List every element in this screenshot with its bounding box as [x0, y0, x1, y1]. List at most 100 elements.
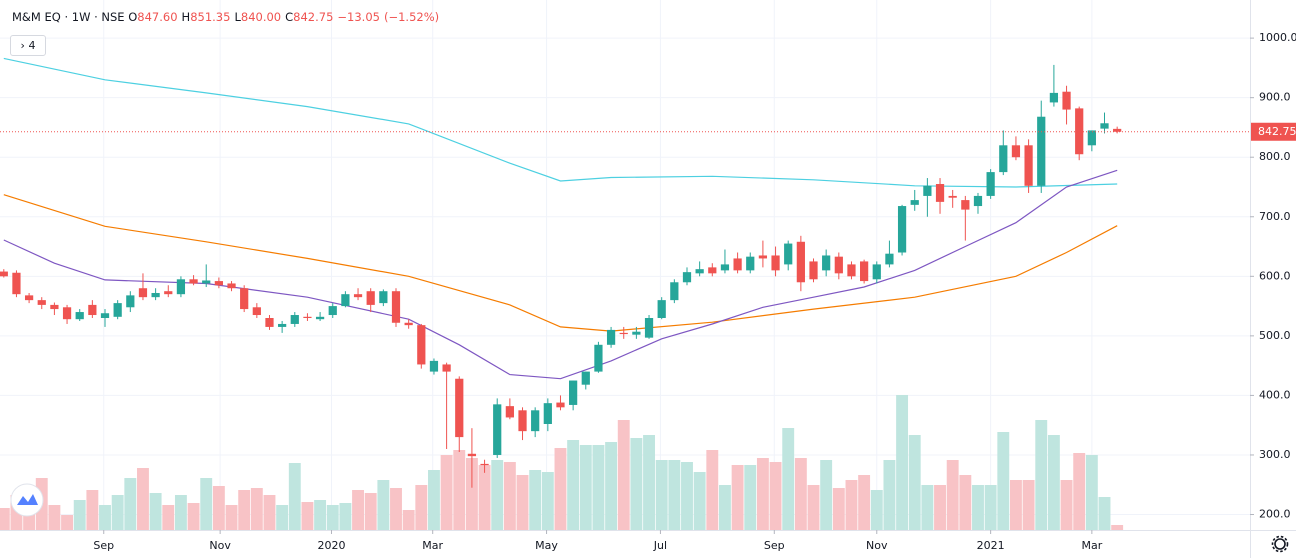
logo[interactable]: [10, 483, 44, 517]
candle-body: [543, 403, 552, 424]
volume-bar: [73, 500, 86, 530]
x-tick-label: 2021: [977, 539, 1005, 552]
quote-value: 851.35: [190, 10, 231, 24]
candles: [0, 64, 1250, 488]
indicators-toggle[interactable]: › 4: [10, 35, 46, 56]
candle-body: [822, 255, 831, 271]
volume-bar: [491, 460, 504, 530]
settings-button[interactable]: [1271, 535, 1289, 553]
candle-body: [189, 279, 198, 284]
logo-circle[interactable]: [10, 483, 44, 517]
candle-body: [682, 272, 692, 283]
volume-bar: [959, 475, 972, 530]
y-tick-label: 800.0: [1259, 150, 1291, 163]
volume-bar: [529, 470, 542, 530]
volume-bar: [364, 493, 377, 530]
candle-body: [429, 360, 439, 372]
volume-bar: [972, 485, 984, 530]
candle-body: [758, 255, 768, 259]
volume-bar: [1060, 480, 1073, 530]
candle-body: [632, 331, 641, 335]
candle-body: [391, 291, 401, 323]
candle-body: [0, 271, 8, 277]
candle-body: [113, 303, 122, 317]
moving-average-line: [3, 169, 1118, 380]
candle-body: [999, 145, 1008, 173]
y-tick-label: 200.0: [1259, 508, 1291, 521]
candle-body: [581, 371, 590, 385]
quote-label: O: [128, 10, 138, 24]
candle-body: [847, 264, 856, 277]
candle-body: [644, 318, 654, 338]
candle-body: [50, 304, 59, 310]
candle-body: [176, 279, 186, 295]
quote-value: 847.60: [137, 10, 178, 24]
candle-body: [923, 185, 932, 196]
volume-bar: [162, 505, 175, 530]
volume-bar: [440, 455, 453, 530]
candle-body: [1100, 123, 1109, 129]
volume-bar: [61, 515, 74, 530]
volume-bar: [212, 486, 225, 530]
y-tick-label: 900.0: [1259, 91, 1291, 104]
volume-bar: [415, 485, 428, 530]
volume-bar: [137, 468, 149, 530]
volume-bar: [681, 462, 693, 530]
candle-body: [1062, 91, 1071, 110]
change: −13.05: [337, 10, 380, 24]
y-tick-label: 500.0: [1259, 329, 1291, 342]
volume-bar: [478, 465, 491, 530]
logo-icon[interactable]: [17, 494, 38, 505]
indicator-count: 4: [28, 39, 36, 52]
volume-bar: [516, 475, 529, 530]
volume-pane: [0, 395, 1124, 530]
volume-bar: [693, 472, 706, 530]
candle-body: [417, 325, 426, 365]
moving-average-line: [3, 57, 1118, 188]
volume-bar: [23, 508, 36, 530]
volume-bar: [1047, 435, 1060, 530]
last-price-tag: [1251, 122, 1296, 141]
candle-body: [935, 184, 945, 202]
x-tick-label: Nov: [866, 539, 888, 552]
candle-body: [809, 261, 818, 280]
volume-bar: [744, 465, 757, 530]
quote-label: L: [234, 10, 241, 24]
candle-body: [12, 272, 21, 295]
moving-average-line: [3, 194, 1118, 332]
candle-body: [366, 291, 375, 305]
volume-bar: [946, 460, 959, 530]
candle-body: [126, 295, 135, 308]
x-tick-label: Nov: [209, 539, 231, 552]
candle-body: [948, 195, 957, 198]
volume-bar: [870, 490, 883, 530]
volume-bar: [984, 485, 997, 530]
grid: [0, 0, 1250, 530]
gear-teeth[interactable]: [1271, 535, 1289, 553]
volume-bar: [643, 435, 655, 530]
candle-body: [746, 256, 755, 271]
volume-bar: [301, 502, 314, 530]
candle-body: [62, 307, 72, 320]
gear-icon[interactable]: [1274, 538, 1286, 550]
volume-bar: [339, 503, 352, 530]
candle-body: [771, 255, 780, 271]
legend-header: M&M EQ · 1W · NSE O847.60 H851.35 L840.00 C…: [12, 10, 443, 24]
volume-bar: [782, 428, 795, 530]
volume-bar: [111, 495, 124, 530]
volume-bar: [225, 505, 238, 530]
volume-bar: [706, 450, 719, 530]
candle-body: [695, 269, 704, 274]
candle-body: [885, 253, 894, 265]
quote-value: 840.00: [240, 10, 282, 24]
volume-bar: [592, 445, 605, 530]
candle-body: [872, 264, 881, 280]
x-tick-label: Sep: [93, 539, 114, 552]
candle-body: [265, 318, 274, 327]
candle-body: [986, 172, 995, 196]
volume-bar: [934, 485, 946, 530]
candle-body: [37, 300, 46, 305]
volume-bar: [390, 488, 402, 530]
volume-bar: [731, 465, 744, 530]
